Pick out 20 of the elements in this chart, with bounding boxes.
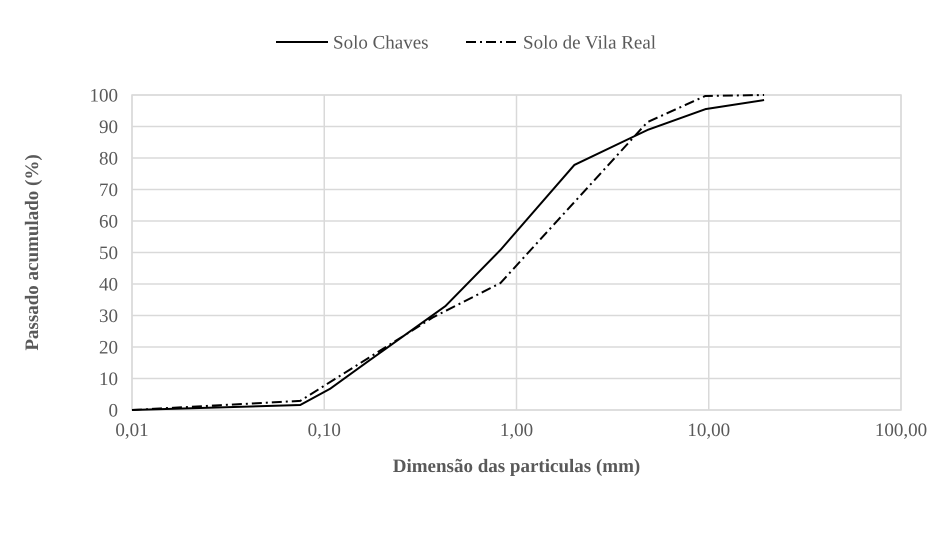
x-tick-label: 10,00 bbox=[687, 420, 730, 441]
y-tick-label: 60 bbox=[99, 212, 118, 233]
y-tick-label: 40 bbox=[99, 274, 118, 296]
y-tick-label: 90 bbox=[99, 117, 118, 138]
y-axis-title: Passado acumulado (%) bbox=[22, 154, 43, 351]
x-tick-label: 100,00 bbox=[874, 420, 928, 441]
y-tick-label: 10 bbox=[99, 369, 118, 390]
y-tick-label: 80 bbox=[99, 148, 118, 170]
x-axis-title: Dimensão das particulas (mm) bbox=[392, 456, 640, 477]
legend-label: Solo Chaves bbox=[333, 32, 429, 54]
x-tick-label: 0,01 bbox=[115, 420, 149, 441]
x-tick-label: 1,00 bbox=[500, 420, 534, 441]
y-tick-label: 30 bbox=[99, 306, 118, 328]
legend-label: Solo de Vila Real bbox=[523, 32, 656, 54]
x-tick-label: 0,10 bbox=[308, 420, 341, 441]
y-tick-label: 20 bbox=[99, 338, 118, 359]
y-tick-label: 50 bbox=[99, 243, 118, 264]
y-tick-label: 100 bbox=[90, 86, 118, 107]
y-tick-label: 0 bbox=[108, 400, 118, 422]
y-tick-label: 70 bbox=[99, 180, 118, 202]
